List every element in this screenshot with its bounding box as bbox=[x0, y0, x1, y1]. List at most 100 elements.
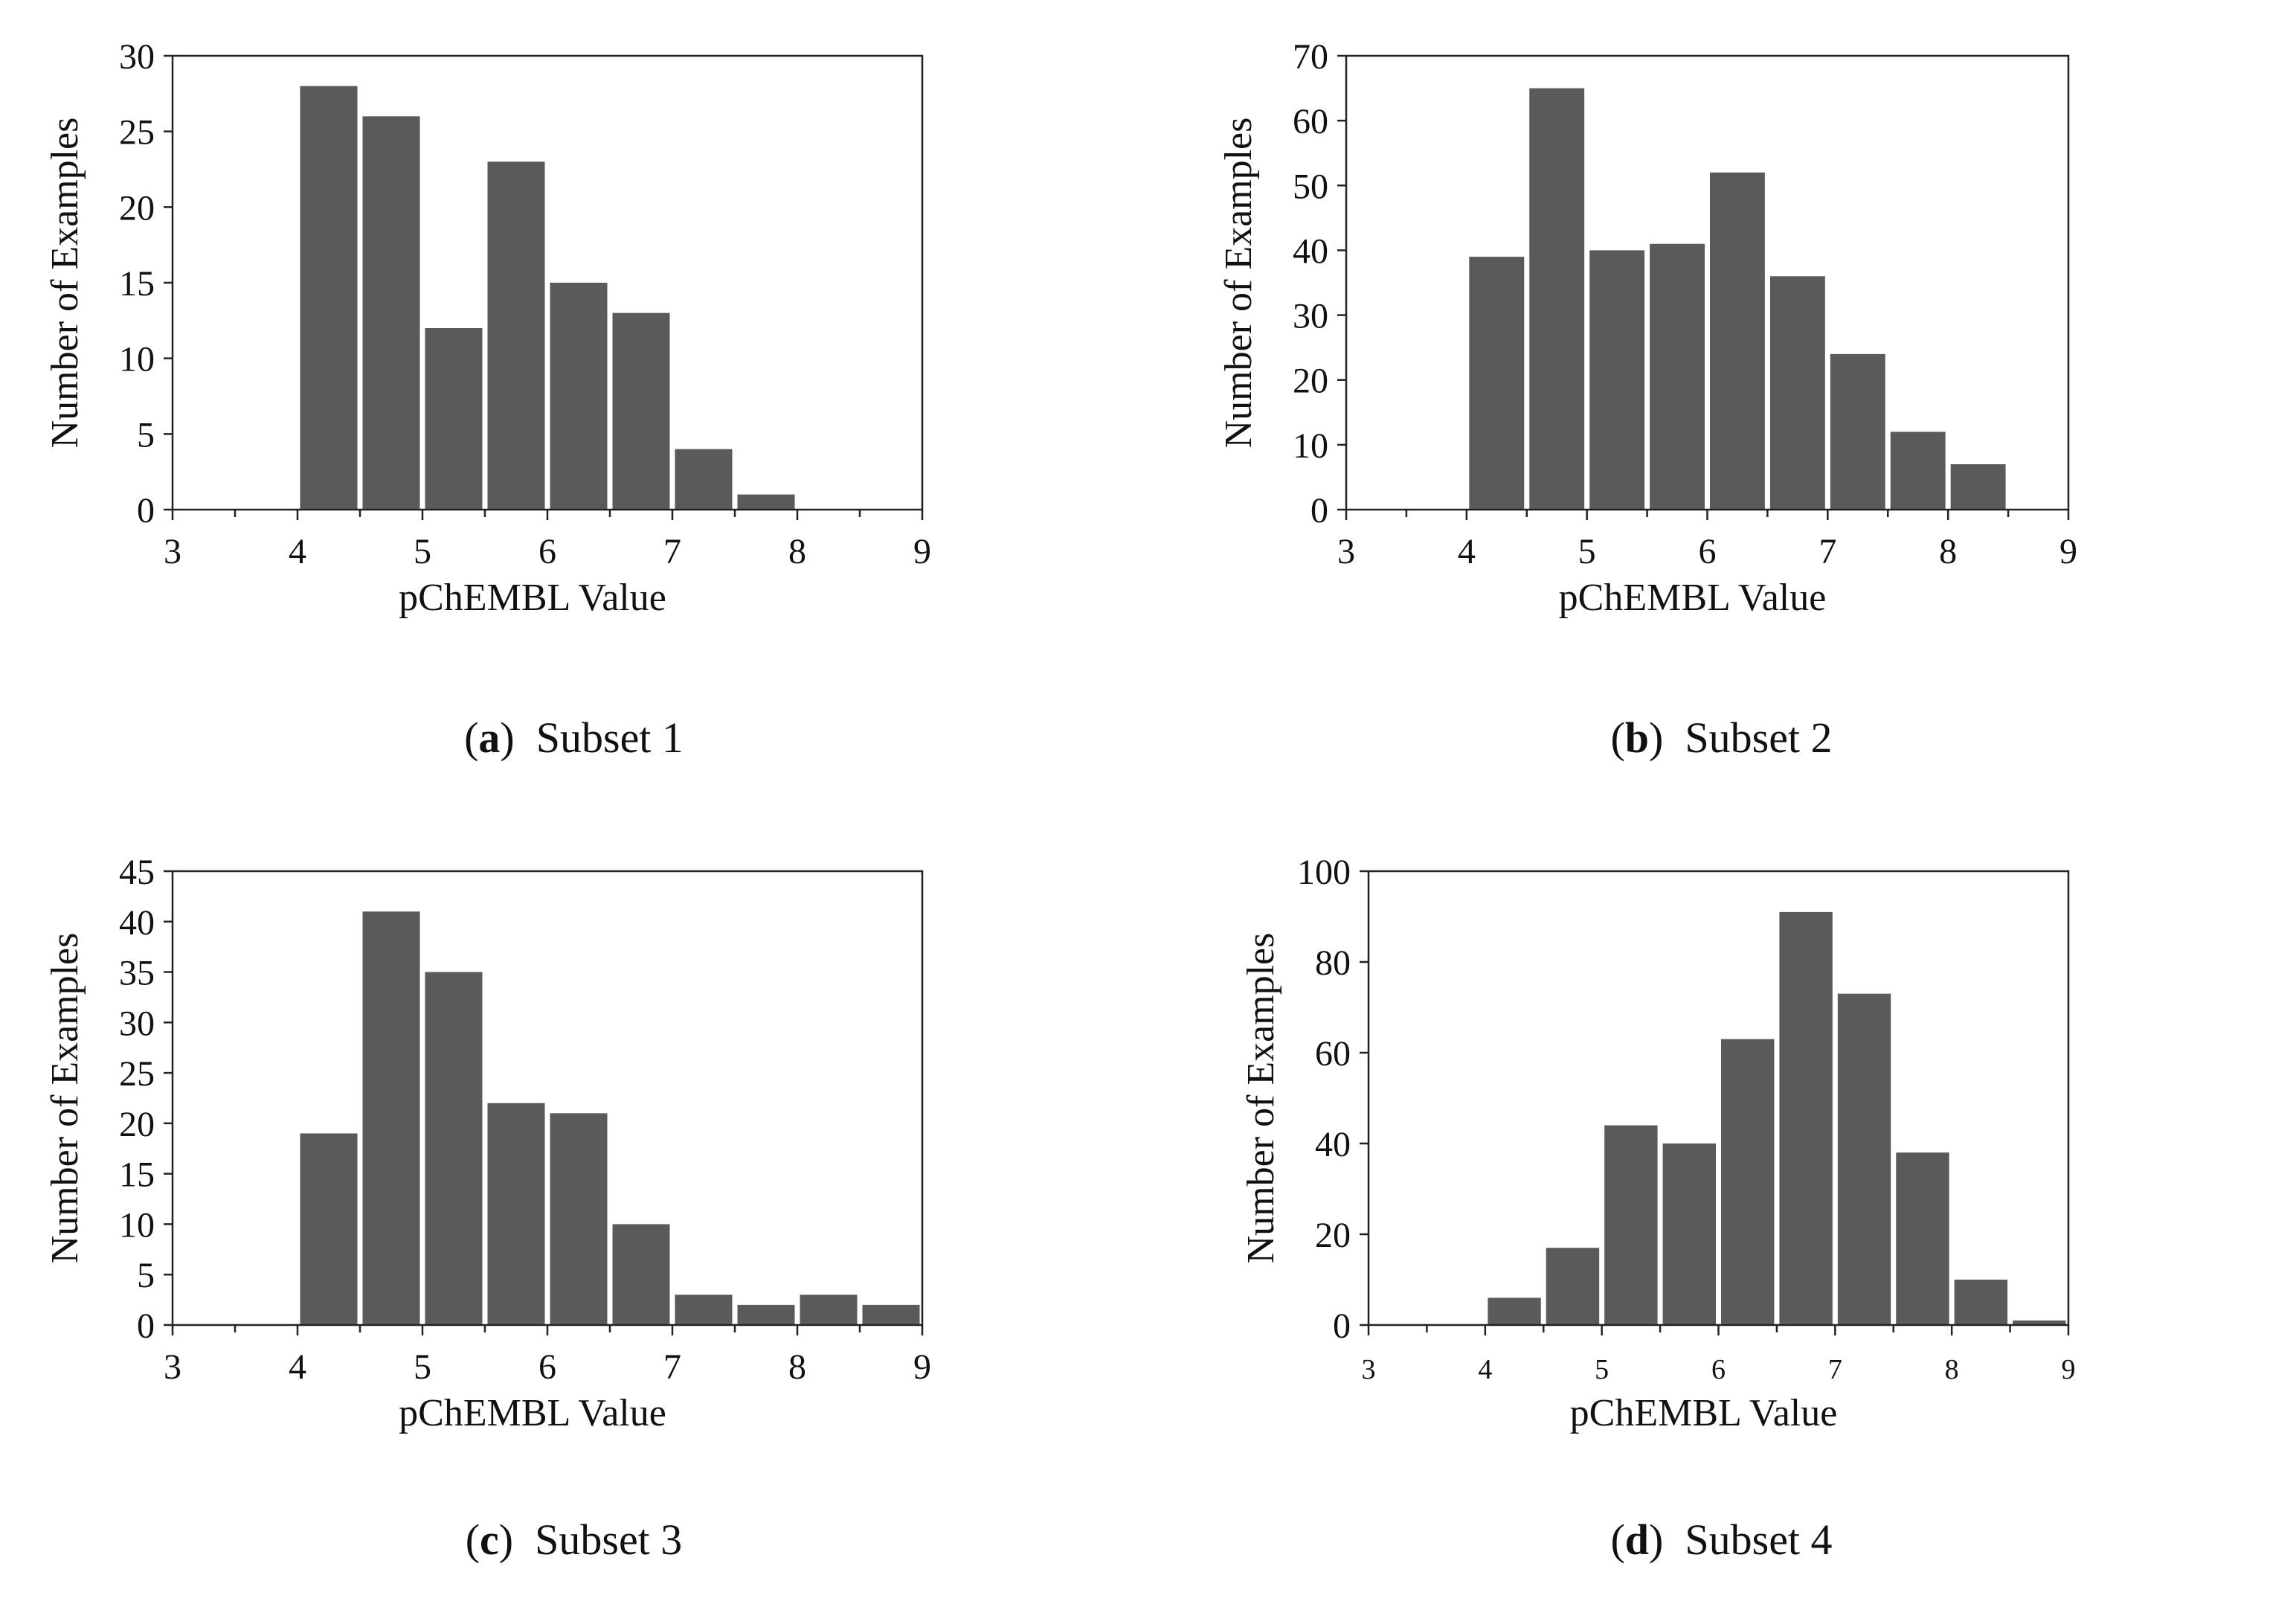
x-axis-label: pChEMBL Value bbox=[1559, 577, 1827, 619]
x-tick-label: 4 bbox=[289, 532, 306, 571]
y-tick-label: 35 bbox=[119, 954, 155, 993]
x-axis-label: pChEMBL Value bbox=[399, 1392, 666, 1434]
y-tick-label: 20 bbox=[1293, 362, 1328, 401]
y-tick-label: 5 bbox=[137, 415, 155, 455]
y-tick-label: 50 bbox=[1293, 167, 1328, 206]
y-tick-label: 100 bbox=[1297, 853, 1351, 892]
histogram-bar bbox=[675, 449, 733, 510]
x-tick-label: 6 bbox=[538, 532, 556, 571]
panel-a: 0 5 10 15 20 25 30 3 4 5 6 7 8 9 pChEMBL Value Number o… bbox=[0, 0, 1148, 802]
x-tick-label: 8 bbox=[788, 532, 806, 571]
histogram-bar bbox=[300, 86, 358, 510]
histogram-bar bbox=[1779, 911, 1833, 1325]
histogram-bar bbox=[675, 1295, 733, 1325]
x-tick-label: 9 bbox=[2062, 1354, 2076, 1385]
y-tick-label: 25 bbox=[119, 1054, 155, 1094]
y-tick-label: 20 bbox=[119, 1105, 155, 1144]
caption-c: (c) Subset 3 bbox=[465, 1515, 683, 1564]
x-tick-label: 8 bbox=[1945, 1354, 1959, 1385]
histogram-bar bbox=[1710, 172, 1765, 510]
x-tick-label: 3 bbox=[1362, 1354, 1376, 1385]
histogram-bar bbox=[1721, 1039, 1775, 1325]
histogram-bar bbox=[1896, 1152, 1949, 1325]
caption-letter: d bbox=[1624, 1515, 1650, 1564]
plot-frame bbox=[171, 54, 924, 511]
histogram-bar bbox=[1954, 1280, 2008, 1325]
y-tick-label: 30 bbox=[1293, 297, 1328, 336]
histogram-bar bbox=[1546, 1248, 1600, 1325]
histogram-bar bbox=[1650, 243, 1705, 510]
y-tick-label: 60 bbox=[1293, 102, 1328, 141]
x-tick-label: 5 bbox=[1578, 532, 1596, 571]
histogram-bar bbox=[612, 1224, 670, 1325]
x-tick-label: 6 bbox=[538, 1347, 556, 1387]
y-tick-label: 30 bbox=[119, 37, 155, 77]
histogram-bar bbox=[1589, 250, 1645, 510]
y-tick-label: 45 bbox=[119, 853, 155, 892]
histogram-bar bbox=[1529, 88, 1585, 510]
histogram-bar bbox=[612, 312, 670, 510]
y-tick-label: 10 bbox=[119, 340, 155, 379]
histogram-bar bbox=[737, 1304, 795, 1325]
y-tick-label: 20 bbox=[119, 188, 155, 228]
x-tick-label: 4 bbox=[1478, 1354, 1492, 1385]
y-tick-label: 5 bbox=[137, 1256, 155, 1295]
x-axis-label: pChEMBL Value bbox=[399, 577, 666, 619]
y-tick-label: 60 bbox=[1315, 1034, 1351, 1074]
y-tick-label: 40 bbox=[119, 903, 155, 943]
x-tick-label: 9 bbox=[2059, 532, 2077, 571]
panel-d: 0 20 40 60 80 100 3 4 5 6 7 8 9 pChEMBL Value Number o… bbox=[1148, 802, 2295, 1604]
x-tick-label: 8 bbox=[1939, 532, 1957, 571]
y-tick-label: 15 bbox=[119, 1155, 155, 1195]
y-tick-label: 40 bbox=[1293, 231, 1328, 271]
x-tick-label: 7 bbox=[663, 532, 681, 571]
histogram-bar bbox=[425, 972, 483, 1325]
histogram-bar bbox=[1604, 1125, 1658, 1325]
y-axis-label: Number of Examples bbox=[44, 118, 86, 449]
y-tick-label: 25 bbox=[119, 113, 155, 153]
panel-b: 0 10 20 30 40 50 60 70 3 4 5 6 7 8 9 pChEMBL Value Numbe… bbox=[1148, 0, 2295, 802]
histogram-bar bbox=[550, 283, 608, 510]
y-tick-label: 0 bbox=[1333, 1306, 1351, 1346]
x-tick-label: 5 bbox=[414, 532, 431, 571]
caption-d: (d) Subset 4 bbox=[1610, 1515, 1833, 1564]
histogram-bar bbox=[487, 1103, 545, 1325]
caption-a: (a) Subset 1 bbox=[464, 713, 684, 762]
y-axis-label: Number of Examples bbox=[44, 933, 86, 1264]
histogram-bar bbox=[1488, 1297, 1541, 1325]
x-tick-label: 3 bbox=[164, 1347, 181, 1387]
x-tick-label: 7 bbox=[1828, 1354, 1842, 1385]
histogram-chart-b: 0 10 20 30 40 50 60 70 3 4 5 6 7 8 9 pChEMBL Value Numbe… bbox=[1218, 37, 2077, 619]
caption-letter: a bbox=[478, 713, 501, 762]
x-tick-label: 3 bbox=[1337, 532, 1355, 571]
histogram-bar bbox=[487, 161, 545, 510]
plot-frame bbox=[1345, 54, 2070, 511]
x-tick-label: 8 bbox=[788, 1347, 806, 1387]
histogram-bar bbox=[550, 1113, 608, 1325]
panel-c: 0 5 10 15 20 25 30 35 40 45 3 4 5 6 7 8 9 pChEMBL Value Nu… bbox=[0, 802, 1148, 1604]
histogram-chart-d: 0 20 40 60 80 100 3 4 5 6 7 8 9 pChEMBL Value Number o… bbox=[1240, 853, 2076, 1434]
y-tick-label: 70 bbox=[1293, 37, 1328, 77]
histogram-bar bbox=[1890, 432, 1946, 510]
histogram-bar bbox=[1837, 993, 1891, 1325]
y-tick-label: 10 bbox=[119, 1205, 155, 1245]
histogram-bar bbox=[1662, 1143, 1716, 1325]
plot-frame bbox=[171, 870, 924, 1326]
x-tick-label: 6 bbox=[1711, 1354, 1726, 1385]
histogram-bar bbox=[425, 328, 483, 510]
histogram-chart-a: 0 5 10 15 20 25 30 3 4 5 6 7 8 9 pChEMBL Value Number o… bbox=[44, 37, 931, 619]
histogram-bar bbox=[1469, 257, 1525, 510]
histogram-bar bbox=[1950, 464, 2006, 510]
x-tick-label: 6 bbox=[1699, 532, 1717, 571]
x-tick-label: 4 bbox=[1458, 532, 1476, 571]
caption-text: Subset 2 bbox=[1685, 713, 1833, 762]
x-tick-label: 3 bbox=[164, 532, 181, 571]
x-tick-label: 9 bbox=[913, 532, 931, 571]
x-tick-label: 5 bbox=[414, 1347, 431, 1387]
caption-letter: c bbox=[480, 1515, 499, 1564]
histogram-bar bbox=[300, 1133, 358, 1325]
histogram-bar bbox=[800, 1295, 858, 1325]
y-tick-label: 30 bbox=[119, 1004, 155, 1043]
y-tick-label: 20 bbox=[1315, 1216, 1351, 1255]
